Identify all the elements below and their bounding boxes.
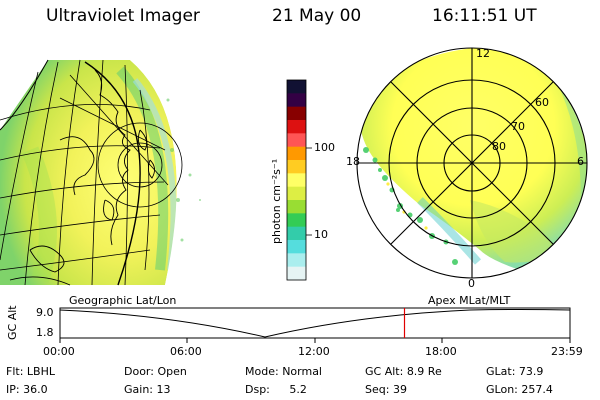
altitude-xtick-2: 12:00 [298, 345, 330, 358]
polar-grid [356, 47, 588, 279]
colorbar-swatch [287, 226, 306, 241]
altitude-xtick-3: 18:00 [425, 345, 457, 358]
info-door-label: Door: [124, 365, 154, 378]
polar-lat-70: 70 [511, 120, 525, 133]
info-flt-value: LBHL [26, 365, 55, 378]
altitude-xtick-1: 06:00 [170, 345, 202, 358]
polar-lat-80: 80 [492, 140, 506, 153]
info-gain: Gain: 13 [124, 383, 171, 396]
info-glat: GLat: 73.9 [486, 365, 543, 378]
colorbar-swatch [287, 240, 306, 254]
colorbar-swatch [287, 266, 306, 281]
colorbar-unit-label: photon cm⁻²s⁻¹ [270, 158, 283, 244]
info-mode: Mode: Normal [245, 365, 322, 378]
info-glat-value: 73.9 [518, 365, 544, 378]
altitude-plot [59, 307, 571, 343]
polar-mlt-6: 6 [577, 155, 584, 168]
colorbar-swatch [287, 213, 306, 228]
colorbar-tick-10: 10 [314, 228, 328, 241]
colorbar-ticks [306, 147, 312, 236]
altitude-xtick-0: 00:00 [43, 345, 75, 358]
info-glat-label: GLat: [486, 365, 516, 378]
colorbar-swatch [287, 160, 306, 174]
colorbar-swatch [287, 93, 306, 108]
info-dsp-value: 5.2 [289, 383, 307, 396]
polar-mlt-0: 0 [468, 277, 475, 290]
info-gcalt-value: 8.9 Re [406, 365, 442, 378]
globe-image [0, 60, 177, 285]
info-mode-label: Mode: [245, 365, 279, 378]
colorbar-swatch [287, 120, 306, 134]
info-gain-value: 13 [156, 383, 171, 396]
info-gcalt-label: GC Alt: [365, 365, 404, 378]
colorbar-swatch [287, 200, 306, 214]
info-ip: IP: 36.0 [6, 383, 48, 396]
info-seq-value: 39 [392, 383, 407, 396]
info-dsp-label: Dsp: [245, 383, 270, 396]
terminator-line [84, 61, 141, 286]
time-label: 16:11:51 UT [432, 6, 537, 26]
altitude-ytick-max: 9.0 [36, 306, 54, 319]
info-ip-label: IP: [6, 383, 20, 396]
colorbar-swatch [287, 146, 306, 161]
colorbar-swatch [287, 253, 306, 268]
color-bar [287, 80, 306, 281]
colorbar-swatch [287, 106, 306, 121]
coastlines [9, 69, 155, 286]
info-flt-label: Flt: [6, 365, 24, 378]
info-seq-label: Seq: [365, 383, 390, 396]
info-flt: Flt: LBHL [6, 365, 55, 378]
polar-lat-60: 60 [535, 96, 549, 109]
info-mode-value: Normal [282, 365, 322, 378]
info-glon-label: GLon: [486, 383, 518, 396]
polar-plot [356, 47, 588, 279]
info-gain-label: Gain: [124, 383, 153, 396]
colorbar-tick-100: 100 [314, 141, 335, 154]
colorbar-swatch [287, 133, 306, 148]
altitude-ytick-min: 1.8 [36, 326, 54, 339]
apex-label: Apex MLat/MLT [428, 294, 511, 307]
polar-mlt-12: 12 [476, 47, 490, 60]
globe-graticule [0, 59, 183, 286]
info-glon-value: 257.4 [521, 383, 553, 396]
colorbar-swatch [287, 80, 306, 94]
info-door-value: Open [157, 365, 187, 378]
date-label: 21 May 00 [272, 6, 362, 26]
info-seq: Seq: 39 [365, 383, 407, 396]
colorbar-swatch [287, 186, 306, 201]
info-ip-value: 36.0 [23, 383, 48, 396]
info-dsp: Dsp: 5.2 [245, 383, 307, 396]
info-gcalt: GC Alt: 8.9 Re [365, 365, 442, 378]
altitude-ylabel: GC Alt [6, 305, 19, 340]
altitude-xtick-4: 23:59 [551, 345, 583, 358]
polar-mlt-18: 18 [346, 155, 360, 168]
geographic-label: Geographic Lat/Lon [69, 294, 177, 307]
colorbar-swatch [287, 173, 306, 188]
instrument-title: Ultraviolet Imager [46, 6, 200, 26]
info-door: Door: Open [124, 365, 187, 378]
info-glon: GLon: 257.4 [486, 383, 553, 396]
